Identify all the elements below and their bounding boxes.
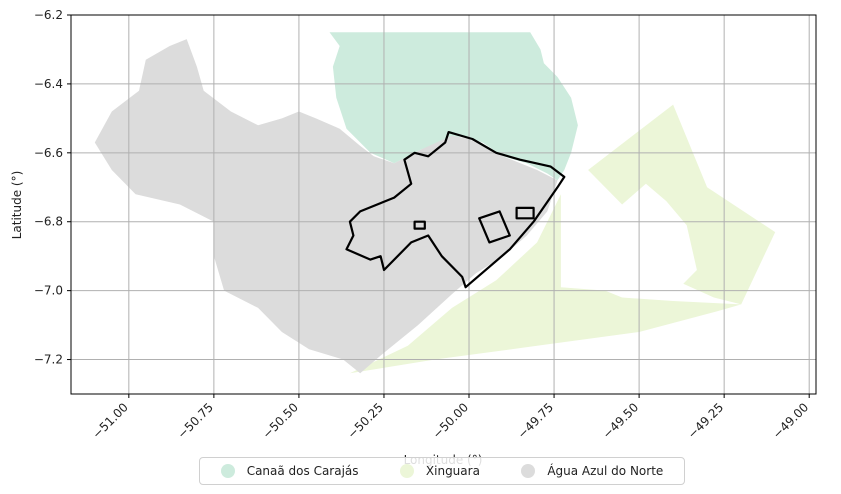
x-tick-label: −49.00	[770, 400, 811, 441]
x-tick-label: −49.75	[515, 400, 556, 441]
legend: Canaã dos Carajás Xinguara Água Azul do …	[199, 457, 685, 485]
legend-label: Água Azul do Norte	[547, 464, 664, 478]
plot-frame	[70, 14, 817, 395]
legend-marker-icon	[220, 464, 235, 478]
y-axis-title: Latitude (°)	[10, 171, 24, 240]
x-tick-label: −51.00	[90, 400, 131, 441]
y-tick-label: −7.0	[34, 284, 63, 298]
y-tick-label: −6.2	[34, 8, 63, 22]
legend-item-xinguara: Xinguara	[399, 464, 480, 478]
legend-item-canaa: Canaã dos Carajás	[220, 464, 359, 478]
x-tick-label: −50.25	[345, 400, 386, 441]
legend-label: Canaã dos Carajás	[246, 464, 359, 478]
legend-label: Xinguara	[425, 464, 480, 478]
region-canaa-dos-carajas	[329, 32, 578, 181]
x-tick-label: −50.00	[430, 400, 471, 441]
x-tick-label: −49.25	[685, 400, 726, 441]
legend-marker-icon	[521, 464, 536, 478]
y-tick-label: −6.6	[34, 146, 63, 160]
region-xinguara	[349, 104, 776, 374]
region-polygons	[94, 32, 776, 374]
x-tick-label: −49.50	[600, 400, 641, 441]
legend-item-agua-azul: Água Azul do Norte	[521, 464, 663, 478]
outline-main	[345, 131, 566, 289]
outline-sub	[478, 210, 511, 244]
x-axis-ticks: −51.00 −50.75 −50.50 −50.25 −50.00 −49.75 −49.…	[90, 394, 811, 442]
y-tick-label: −6.8	[34, 215, 63, 229]
boundary-outline	[345, 131, 566, 289]
y-tick-label: −6.4	[34, 77, 63, 91]
outline-sub	[413, 220, 426, 230]
x-tick-label: −50.75	[175, 400, 216, 441]
x-tick-label: −50.50	[260, 400, 301, 441]
region-agua-azul-do-norte	[94, 39, 558, 374]
legend-marker-icon	[399, 464, 414, 478]
y-axis-ticks: −6.2 −6.4 −6.6 −6.8 −7.0 −7.2	[34, 8, 71, 367]
y-tick-label: −7.2	[34, 353, 63, 367]
outline-sub	[515, 206, 535, 220]
